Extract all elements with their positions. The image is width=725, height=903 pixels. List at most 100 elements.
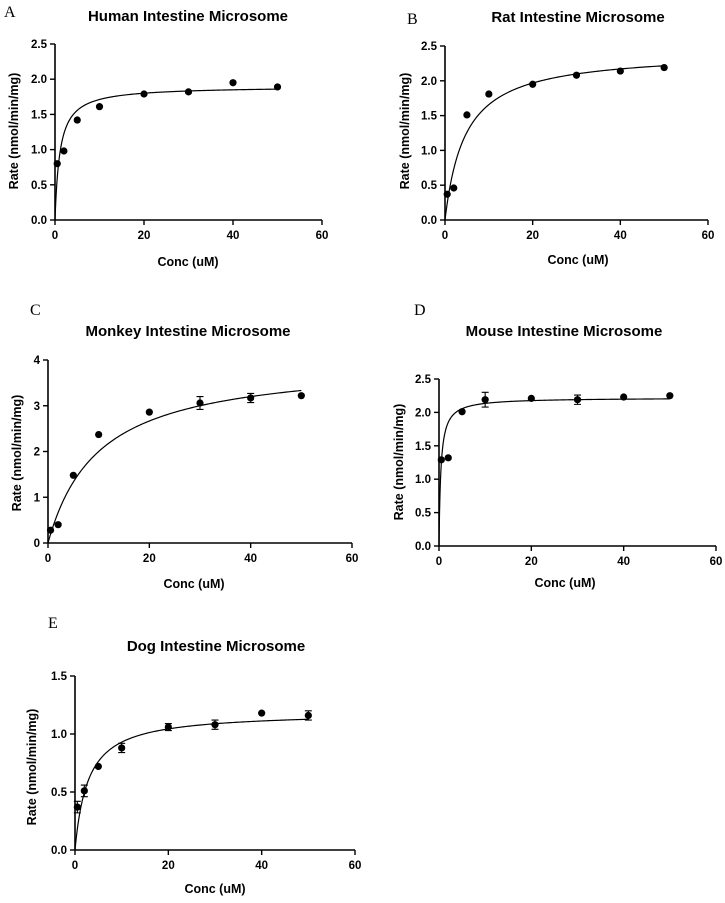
- chart-title: Human Intestine Microsome: [88, 8, 288, 25]
- x-tick-label: 0: [72, 860, 78, 872]
- panel-letter: E: [48, 615, 58, 632]
- y-tick-label: 0.5: [415, 508, 432, 520]
- y-tick-label: 1.0: [31, 145, 47, 157]
- data-point: [443, 190, 451, 198]
- data-point: [450, 184, 458, 192]
- panel-letter: A: [4, 4, 16, 21]
- panel-letter: B: [407, 11, 418, 28]
- data-point: [458, 408, 466, 416]
- x-tick-label: 60: [710, 556, 723, 568]
- y-tick-label: 0.5: [421, 180, 438, 192]
- data-point: [95, 103, 104, 111]
- y-tick-label: 0: [34, 538, 40, 550]
- x-tick-label: 60: [316, 230, 329, 242]
- data-point: [164, 723, 172, 731]
- data-point: [297, 392, 305, 400]
- y-axis-label: Rate (nmol/min/mg): [25, 709, 39, 826]
- panel-b: B Rat Intestine Microsome Conc (uM) Rate…: [398, 9, 714, 267]
- x-axis-label: Conc (uM): [184, 882, 245, 896]
- x-tick-label: 40: [614, 230, 627, 242]
- y-tick-label: 4: [34, 355, 41, 367]
- y-axis-label: Rate (nmol/min/mg): [392, 404, 406, 521]
- y-tick-label: 1: [34, 492, 41, 504]
- data-point: [481, 396, 489, 404]
- data-point: [140, 90, 148, 98]
- data-point: [46, 526, 55, 534]
- y-tick-label: 0.0: [421, 215, 437, 227]
- data-point: [54, 521, 62, 529]
- y-tick-label: 1.5: [415, 441, 432, 453]
- data-point: [60, 147, 68, 155]
- data-point: [572, 71, 581, 79]
- x-tick-label: 40: [255, 860, 268, 872]
- x-tick-label: 40: [227, 230, 240, 242]
- y-tick-label: 0.0: [31, 215, 47, 227]
- y-tick-label: 2.5: [31, 39, 48, 51]
- data-point: [304, 711, 312, 720]
- y-tick-label: 0.5: [31, 180, 48, 192]
- x-tick-label: 20: [138, 230, 151, 242]
- x-tick-label: 0: [436, 556, 442, 568]
- panel-letter: D: [414, 302, 426, 319]
- y-axis-label: Rate (nmol/min/mg): [398, 73, 412, 190]
- data-point: [463, 111, 471, 119]
- x-tick-label: 0: [442, 230, 448, 242]
- data-point: [485, 90, 493, 98]
- data-point: [616, 67, 624, 75]
- data-point: [573, 396, 582, 404]
- fit-curve: [444, 65, 665, 221]
- fit-curve: [47, 389, 302, 544]
- data-point: [118, 744, 126, 752]
- x-axis-label: Conc (uM): [163, 577, 224, 591]
- plot-area: 0.0 0.5 1.0 1.5 0 20 40 60: [51, 671, 361, 872]
- y-tick-label: 2.0: [31, 74, 47, 86]
- data-point: [184, 88, 193, 96]
- plot-area: 0.0 0.5 1.0 1.5 2.0 2.5 0 20 40 60: [31, 39, 328, 242]
- y-axis-label: Rate (nmol/min/mg): [10, 395, 24, 512]
- data-point: [666, 392, 674, 400]
- data-point: [527, 394, 535, 402]
- y-tick-label: 1.0: [51, 729, 67, 741]
- data-point: [437, 456, 445, 464]
- y-tick-label: 3: [34, 401, 40, 413]
- y-tick-label: 1.5: [421, 111, 438, 123]
- chart-title: Mouse Intestine Microsome: [466, 323, 663, 340]
- y-tick-label: 2: [34, 447, 40, 459]
- panel-d: D Mouse Intestine Microsome Conc (uM) Ra…: [392, 302, 722, 590]
- panel-letter: C: [30, 302, 41, 319]
- panel-c: C Monkey Intestine Microsome Conc (uM) R…: [10, 302, 358, 591]
- x-tick-label: 40: [617, 556, 630, 568]
- x-tick-label: 20: [526, 230, 539, 242]
- chart-title: Monkey Intestine Microsome: [85, 323, 290, 340]
- y-tick-label: 1.0: [415, 474, 431, 486]
- x-tick-label: 60: [349, 860, 362, 872]
- chart-title: Rat Intestine Microsome: [491, 9, 664, 26]
- y-tick-label: 1.0: [421, 145, 437, 157]
- data-point: [620, 393, 628, 401]
- data-point: [529, 80, 537, 88]
- fit-curve: [74, 718, 309, 851]
- data-point: [73, 803, 81, 811]
- y-tick-label: 2.0: [415, 407, 431, 419]
- data-point: [247, 394, 255, 402]
- x-tick-label: 40: [244, 553, 257, 565]
- x-axis-label: Conc (uM): [534, 576, 595, 590]
- data-point: [660, 63, 668, 72]
- y-tick-label: 0.0: [51, 845, 67, 857]
- x-tick-label: 20: [525, 556, 538, 568]
- data-point: [95, 430, 103, 439]
- data-point: [145, 408, 153, 416]
- x-tick-label: 20: [143, 553, 156, 565]
- x-axis-label: Conc (uM): [157, 255, 218, 269]
- y-axis-label: Rate (nmol/min/mg): [7, 73, 21, 190]
- x-axis-label: Conc (uM): [547, 253, 608, 267]
- data-point: [69, 471, 77, 479]
- panel-e: E Dog Intestine Microsome Conc (uM) Rate…: [25, 615, 361, 896]
- data-point: [53, 160, 61, 168]
- fit-curve: [54, 88, 278, 220]
- x-tick-label: 0: [52, 230, 58, 242]
- plot-area: 0.0 0.5 1.0 1.5 2.0 2.5 0 20 40 60: [415, 374, 722, 568]
- y-tick-label: 2.0: [421, 76, 437, 88]
